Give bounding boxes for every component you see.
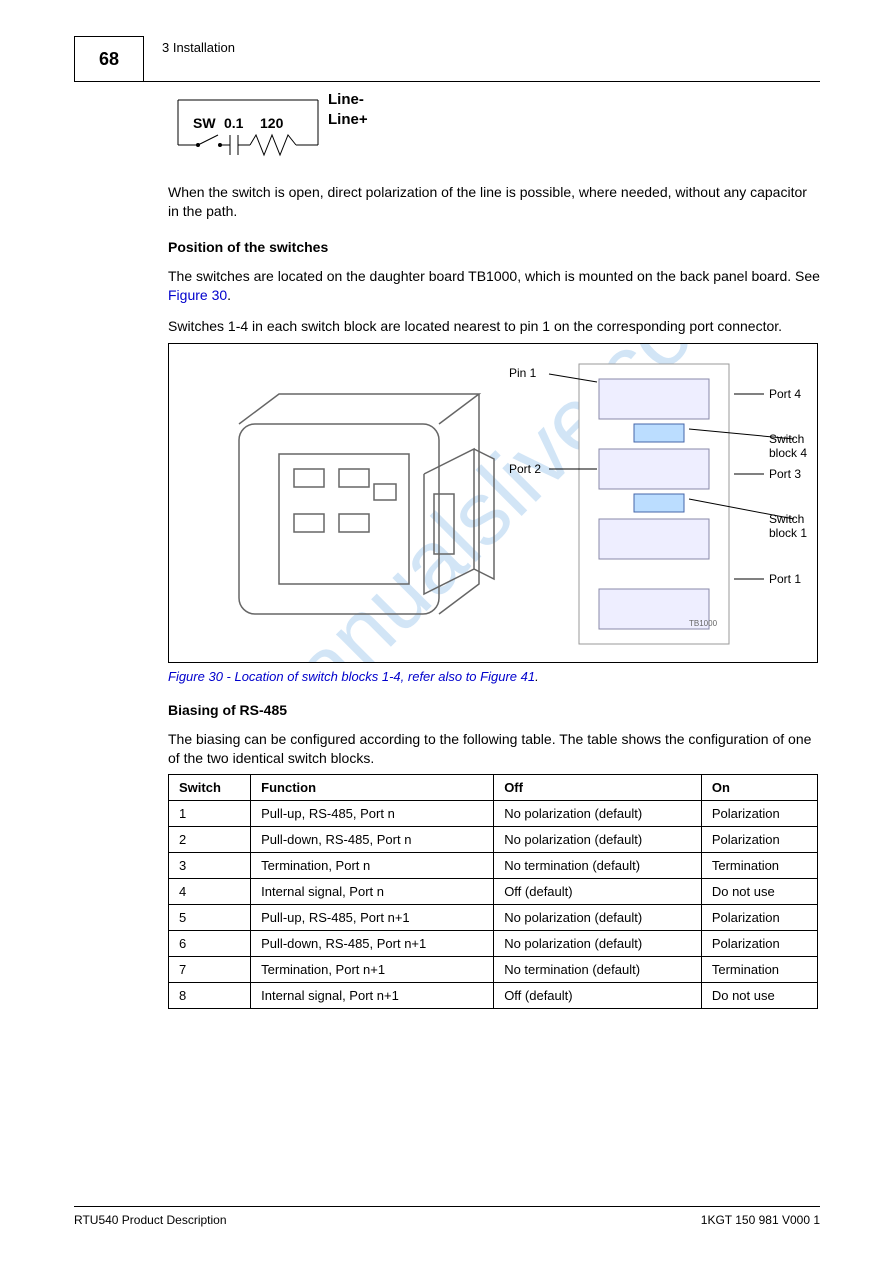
table-cell: 5 (169, 905, 251, 931)
table-cell: Pull-down, RS-485, Port n (251, 827, 494, 853)
table-cell: Termination (701, 853, 817, 879)
fig-label-pin1: Pin 1 (509, 366, 536, 380)
switch-position-para2: Switches 1-4 in each switch block are lo… (168, 317, 820, 336)
table-cell: Polarization (701, 827, 817, 853)
table-header: Function (251, 775, 494, 801)
table-cell: Termination (701, 957, 817, 983)
table-cell: Termination, Port n (251, 853, 494, 879)
table-cell: Pull-up, RS-485, Port n (251, 801, 494, 827)
table-cell: 6 (169, 931, 251, 957)
table-cell: Polarization (701, 801, 817, 827)
table-cell: Pull-up, RS-485, Port n+1 (251, 905, 494, 931)
table-cell: No termination (default) (494, 957, 702, 983)
table-header: On (701, 775, 817, 801)
fig-label-port3: Port 3 (769, 467, 801, 481)
table-cell: No polarization (default) (494, 827, 702, 853)
table-cell: Polarization (701, 931, 817, 957)
table-cell: Do not use (701, 879, 817, 905)
label-sw: SW (193, 115, 216, 131)
fig-label-port1: Port 1 (769, 572, 801, 586)
fig-label-switch4: Switch block 4 (769, 432, 817, 460)
table-cell: Do not use (701, 983, 817, 1009)
table-row: 3Termination, Port nNo termination (defa… (169, 853, 818, 879)
table-row: 8Internal signal, Port n+1Off (default)D… (169, 983, 818, 1009)
fig-label-port2: Port 2 (509, 462, 541, 476)
after-circuit-paragraph: When the switch is open, direct polariza… (168, 183, 820, 221)
figure-30: manualslive.com (168, 343, 818, 663)
switch-pos-text-a: The switches are located on the daughter… (168, 268, 820, 284)
table-cell: No polarization (default) (494, 801, 702, 827)
label-c: 0.1 (224, 115, 244, 131)
label-r: 120 (260, 115, 284, 131)
page-number: 68 (74, 36, 144, 82)
footer-doc-title: RTU540 Product Description (74, 1213, 227, 1227)
figure30-link[interactable]: Figure 30 (168, 287, 227, 303)
label-line-plus: Line+ (328, 111, 368, 128)
running-title: 3 Installation (162, 40, 235, 55)
table-cell: Internal signal, Port n+1 (251, 983, 494, 1009)
figure30-caption-link1[interactable]: Figure 30 - Location of switch blocks 1-… (168, 669, 480, 684)
biasing-heading: Biasing of RS-485 (168, 702, 820, 718)
table-cell: Off (default) (494, 879, 702, 905)
termination-circuit-diagram: SW 0.1 120 Line- Line+ (168, 90, 398, 168)
table-cell: Termination, Port n+1 (251, 957, 494, 983)
table-row: 4Internal signal, Port nOff (default)Do … (169, 879, 818, 905)
table-cell: 1 (169, 801, 251, 827)
table-cell: 2 (169, 827, 251, 853)
table-cell: Internal signal, Port n (251, 879, 494, 905)
figure41-link[interactable]: Figure 41 (480, 669, 535, 684)
switch-position-para1: The switches are located on the daughter… (168, 267, 820, 305)
table-cell: 7 (169, 957, 251, 983)
table-row: 1Pull-up, RS-485, Port nNo polarization … (169, 801, 818, 827)
table-cell: No polarization (default) (494, 905, 702, 931)
svg-text:TB1000: TB1000 (689, 619, 718, 628)
label-line-minus: Line- (328, 91, 364, 108)
table-row: 5Pull-up, RS-485, Port n+1No polarizatio… (169, 905, 818, 931)
biasing-table: SwitchFunctionOffOn 1Pull-up, RS-485, Po… (168, 774, 818, 1009)
page-footer: RTU540 Product Description 1KGT 150 981 … (74, 1206, 820, 1227)
table-row: 7Termination, Port n+1No termination (de… (169, 957, 818, 983)
figure-caption-tail: . (535, 669, 539, 684)
fig-label-port4: Port 4 (769, 387, 801, 401)
fig-label-switch1: Switch block 1 (769, 512, 817, 540)
table-row: 2Pull-down, RS-485, Port nNo polarizatio… (169, 827, 818, 853)
footer-doc-rev: 1KGT 150 981 V000 1 (701, 1213, 820, 1227)
table-header: Off (494, 775, 702, 801)
table-cell: Polarization (701, 905, 817, 931)
table-cell: 3 (169, 853, 251, 879)
table-cell: Pull-down, RS-485, Port n+1 (251, 931, 494, 957)
switch-pos-text-b: . (227, 287, 231, 303)
table-row: 6Pull-down, RS-485, Port n+1No polarizat… (169, 931, 818, 957)
table-cell: 4 (169, 879, 251, 905)
biasing-intro: The biasing can be configured according … (168, 730, 820, 768)
table-cell: 8 (169, 983, 251, 1009)
figure-30-caption: Figure 30 - Location of switch blocks 1-… (168, 669, 820, 684)
table-header: Switch (169, 775, 251, 801)
page-header: 68 3 Installation (74, 36, 820, 82)
table-cell: Off (default) (494, 983, 702, 1009)
switch-position-heading: Position of the switches (168, 239, 820, 255)
table-cell: No termination (default) (494, 853, 702, 879)
table-cell: No polarization (default) (494, 931, 702, 957)
